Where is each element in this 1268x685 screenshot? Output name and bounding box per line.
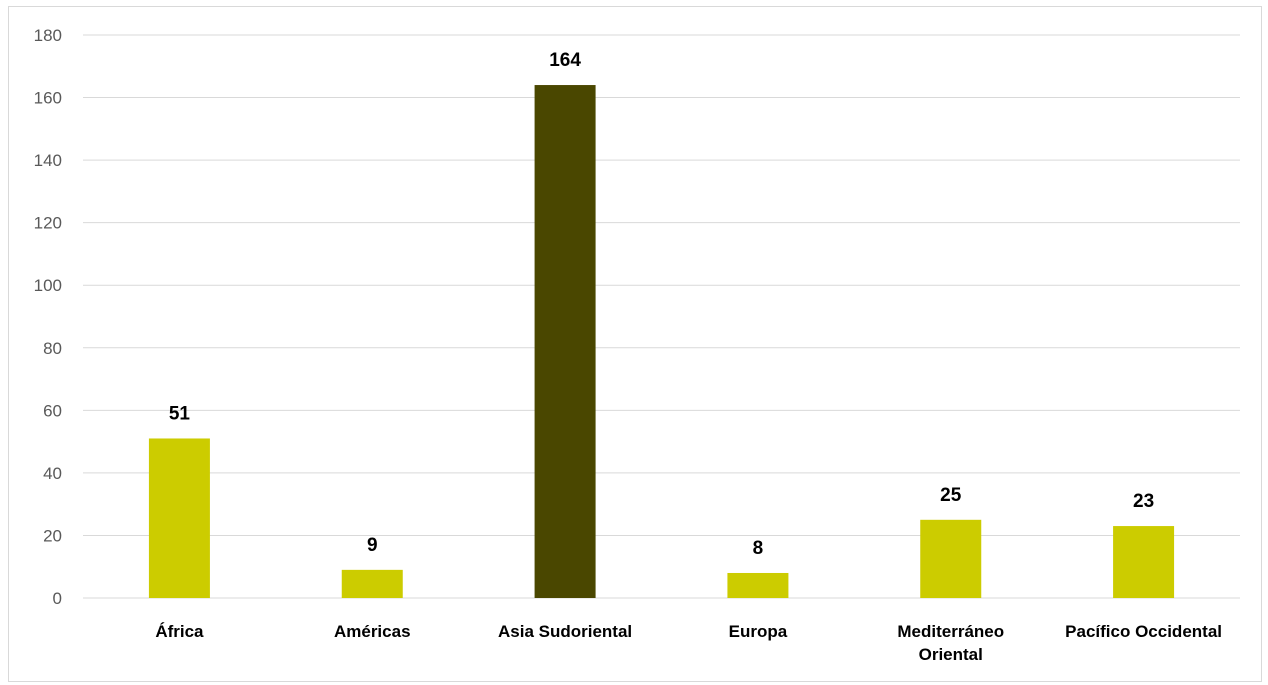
y-tick-label: 40: [43, 464, 62, 483]
chart-frame: [8, 6, 1262, 682]
y-tick-label: 100: [34, 276, 62, 295]
bar: [920, 519, 982, 598]
x-tick-label: África: [155, 622, 204, 641]
y-tick-label: 140: [34, 151, 62, 170]
data-label: 51: [169, 403, 191, 424]
y-tick-label: 0: [53, 589, 62, 608]
bar: [341, 569, 403, 598]
bar: [534, 85, 596, 599]
y-tick-label: 80: [43, 339, 62, 358]
x-tick-label: Asia Sudoriental: [498, 622, 632, 641]
y-tick-label: 180: [34, 26, 62, 45]
data-label: 25: [940, 485, 962, 506]
bar: [1113, 526, 1175, 598]
data-label: 164: [549, 50, 581, 71]
x-tick-label: Mediterráneo Oriental: [897, 622, 1004, 664]
y-tick-label: 160: [34, 89, 62, 108]
data-label: 9: [367, 535, 378, 556]
y-tick-label: 20: [43, 526, 62, 545]
bar: [727, 572, 789, 598]
y-tick-label: 120: [34, 214, 62, 233]
x-tick-label: Europa: [729, 622, 788, 641]
y-tick-label: 60: [43, 401, 62, 420]
x-tick-label: Pacífico Occidental: [1065, 622, 1222, 641]
data-label: 8: [753, 538, 764, 559]
bar: [148, 438, 210, 598]
data-label: 23: [1133, 491, 1154, 512]
x-tick-label: Américas: [334, 622, 411, 641]
